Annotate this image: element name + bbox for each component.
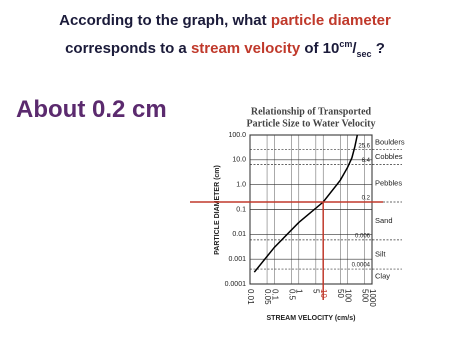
question-highlight: stream velocity (190, 40, 301, 57)
x-tick-label: 1 (295, 289, 304, 294)
y-tick-label: 0.001 (228, 256, 246, 263)
x-tick-label: 1000 (368, 289, 377, 307)
class-label: Pebbles (375, 178, 402, 187)
class-label: Clay (375, 272, 390, 281)
y-tick-label: 0.0001 (225, 281, 247, 288)
class-label: Sand (375, 216, 393, 225)
boundary-label: 0.006 (355, 233, 371, 239)
chart-title: Relationship of Transported (251, 106, 372, 117)
question: According to the graph, what particle di… (0, 10, 450, 32)
x-tick-label: 0.01 (246, 289, 255, 305)
unit-slash: / (352, 40, 357, 57)
x-tick-label: 0.05 (263, 289, 272, 305)
x-tick-label: 500 (361, 289, 370, 303)
boundary-label: 0.2 (362, 196, 371, 202)
class-label: Boulders (375, 137, 405, 146)
boundary-label: 6.4 (362, 158, 371, 164)
class-label: Cobbles (375, 152, 403, 161)
boundary-label: 25.6 (358, 143, 370, 149)
y-tick-label: 0.01 (232, 231, 246, 238)
question: corresponds to a stream velocity of 10cm… (0, 33, 450, 65)
chart-title: Particle Size to Water Velocity (246, 118, 375, 129)
y-axis-label: PARTICLE DIAMETER (cm) (214, 165, 221, 255)
unit-sub: sec (356, 49, 372, 59)
x-tick-label: 50 (336, 289, 345, 298)
x-axis-label: STREAM VELOCITY (cm/s) (267, 315, 356, 322)
x-tick-label: 0.5 (287, 289, 296, 301)
x-tick-label: 0.1 (270, 289, 279, 301)
x-tick-label: 100 (343, 289, 352, 303)
x-tick-label: 5 (312, 289, 321, 294)
y-tick-label: 0.1 (236, 206, 246, 213)
y-tick-label: 100.0 (228, 132, 246, 139)
answer: About 0.2 cm (16, 96, 167, 123)
question-text: ? (375, 40, 385, 57)
question-text: According to the graph, what (59, 12, 267, 29)
y-tick-label: 1.0 (236, 182, 246, 189)
question-text: of 10 (304, 40, 340, 57)
question-highlight: particle diameter (270, 12, 391, 29)
y-tick-label: 10.0 (232, 157, 246, 164)
question-text: corresponds to a (65, 40, 187, 57)
class-label: Silt (375, 249, 386, 258)
boundary-label: 0.0004 (352, 263, 371, 269)
unit-sup: cm (339, 39, 353, 49)
curve (253, 134, 359, 273)
